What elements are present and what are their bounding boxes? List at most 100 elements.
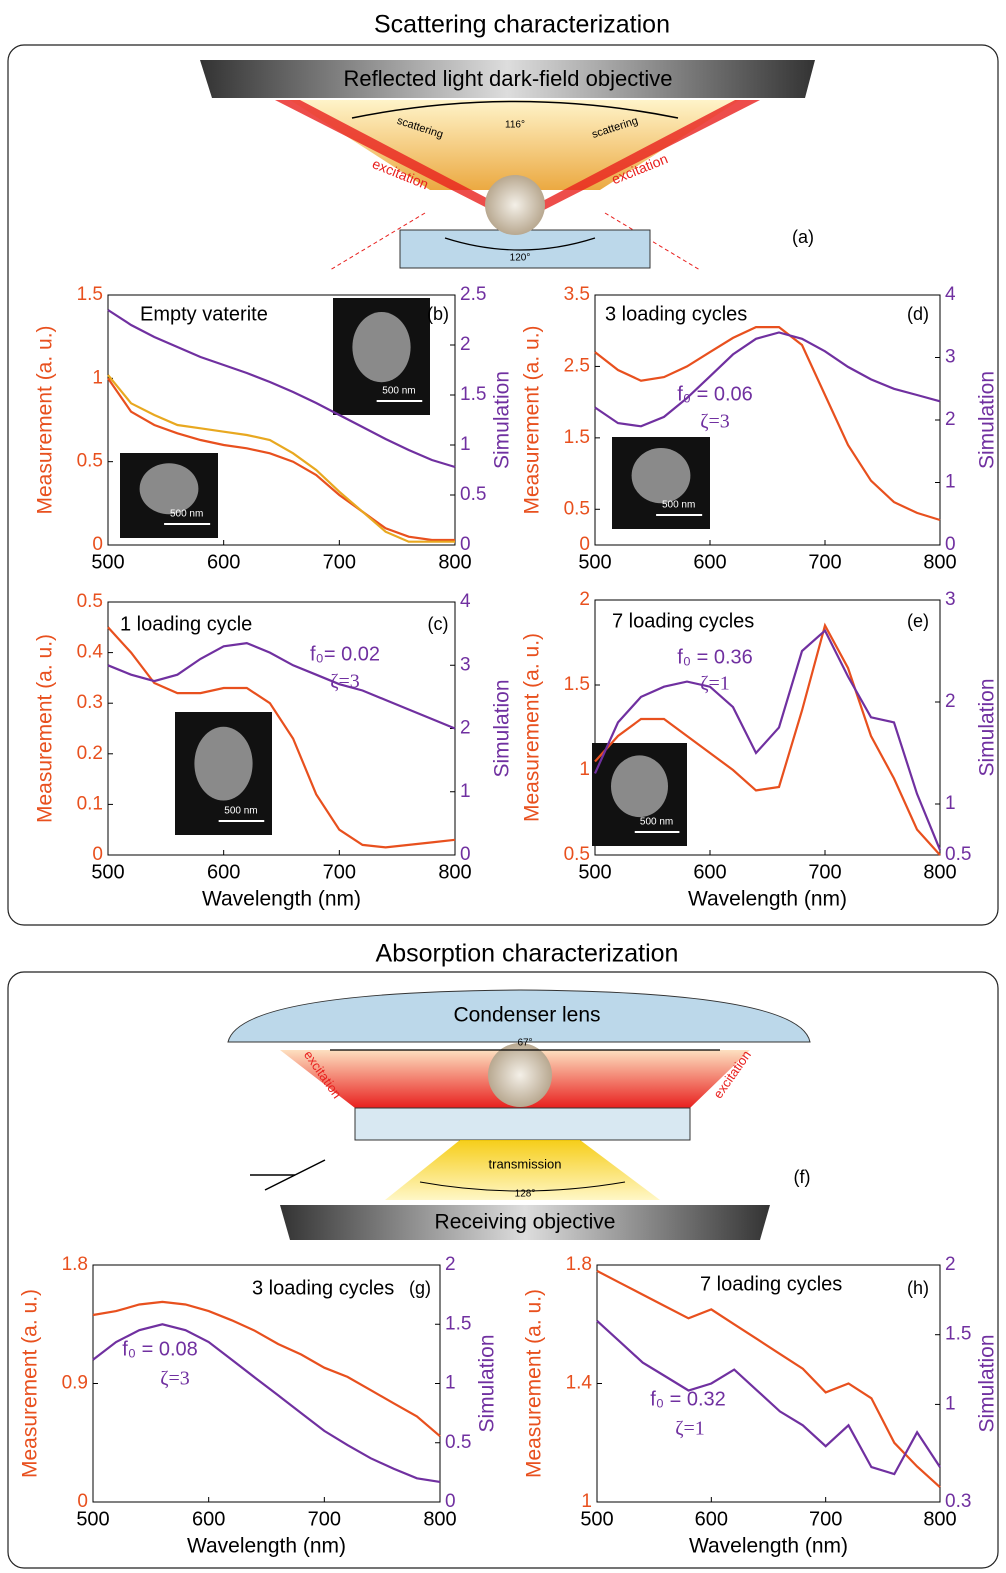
scattering-diagram xyxy=(200,60,815,270)
annotation: f₀ = 0.08 xyxy=(122,1338,198,1360)
angle-label: 67° xyxy=(517,1038,532,1049)
panel-label: (b) xyxy=(427,304,449,324)
x-tick-label: 600 xyxy=(693,861,726,883)
y2-tick-label: 0 xyxy=(445,1491,456,1512)
y2-tick-label: 2 xyxy=(445,1254,456,1275)
y2-axis-label: Simulation xyxy=(976,678,999,776)
objective-label: Receiving objective xyxy=(435,1211,616,1234)
y-axis-label: Measurement (a. u.) xyxy=(34,634,57,823)
y-axis-label: Measurement (a. u.) xyxy=(19,1289,42,1478)
y2-tick-label: 1 xyxy=(445,1373,456,1394)
y2-axis-label: Simulation xyxy=(491,679,514,777)
y-tick-label: 1 xyxy=(579,759,590,780)
x-axis-label: Wavelength (nm) xyxy=(202,888,361,911)
y2-tick-label: 2 xyxy=(945,691,956,712)
data-line xyxy=(597,1321,940,1474)
absorption-diagram xyxy=(228,990,810,1240)
y-tick-label: 1.8 xyxy=(566,1254,592,1275)
y2-tick-label: 1 xyxy=(945,1393,956,1414)
y2-tick-label: 2 xyxy=(460,334,471,355)
chart-title: Empty vaterite xyxy=(140,303,268,325)
plot-frame xyxy=(597,1265,940,1502)
x-tick-label: 700 xyxy=(323,861,356,883)
data-line xyxy=(108,627,455,847)
panel-label: (h) xyxy=(907,1278,929,1298)
y-tick-label: 0.1 xyxy=(77,793,103,814)
y-tick-label: 0 xyxy=(92,534,103,555)
y-tick-label: 0.9 xyxy=(62,1373,88,1394)
scale-bar-label: 500 nm xyxy=(224,806,257,817)
annotation: f₀ = 0.36 xyxy=(677,646,753,668)
panel-label: (e) xyxy=(907,611,929,631)
x-tick-label: 700 xyxy=(323,551,356,573)
x-axis-label: Wavelength (nm) xyxy=(689,1535,848,1558)
chart-title: 1 loading cycle xyxy=(120,613,252,635)
y-tick-label: 0.5 xyxy=(564,498,590,519)
y-tick-label: 0 xyxy=(579,534,590,555)
annotation: ζ=3 xyxy=(330,671,360,693)
y2-tick-label: 1 xyxy=(460,434,471,455)
y-tick-label: 0 xyxy=(77,1491,88,1512)
sem-particle xyxy=(632,448,691,503)
annotation: f₀ = 0.32 xyxy=(650,1388,726,1410)
angle-label: 116° xyxy=(505,120,525,131)
y-tick-label: 0.5 xyxy=(564,844,590,865)
y-tick-label: 0.5 xyxy=(77,451,103,472)
y-tick-label: 2.5 xyxy=(564,355,590,376)
panel-label: (g) xyxy=(409,1278,431,1298)
y2-tick-label: 0 xyxy=(460,844,471,865)
y2-tick-label: 3 xyxy=(945,589,956,610)
y2-tick-label: 4 xyxy=(460,591,471,612)
x-tick-label: 700 xyxy=(808,861,841,883)
y2-tick-label: 3 xyxy=(460,654,471,675)
objective-label: Reflected light dark-field objective xyxy=(344,66,673,91)
chart-title: 3 loading cycles xyxy=(605,303,747,325)
y-axis-label: Measurement (a. u.) xyxy=(34,325,57,514)
y-tick-label: 0 xyxy=(92,844,103,865)
y2-tick-label: 0.3 xyxy=(945,1491,971,1512)
y2-tick-label: 1 xyxy=(945,793,956,814)
y-tick-label: 0.4 xyxy=(77,642,104,663)
y2-tick-label: 2 xyxy=(945,1254,956,1275)
plot-frame xyxy=(108,602,455,855)
annotation: ζ=3 xyxy=(700,411,730,433)
y-tick-label: 1 xyxy=(581,1491,592,1512)
panel-label: (d) xyxy=(907,304,929,324)
y2-tick-label: 1.5 xyxy=(945,1324,971,1345)
y-tick-label: 1.5 xyxy=(77,284,103,305)
panel-label: (f) xyxy=(794,1167,811,1187)
data-line xyxy=(93,1302,440,1436)
annotation: ζ=1 xyxy=(700,673,730,695)
sem-particle xyxy=(352,312,410,382)
y-tick-label: 1.4 xyxy=(566,1373,593,1394)
x-tick-label: 600 xyxy=(207,861,240,883)
y2-axis-label: Simulation xyxy=(491,371,514,469)
x-tick-label: 600 xyxy=(207,551,240,573)
figure: Scattering characterization Reflected li… xyxy=(0,0,1006,1573)
section-title: Scattering characterization xyxy=(374,11,670,39)
sem-particle xyxy=(611,755,668,817)
chart-title: 7 loading cycles xyxy=(700,1273,842,1295)
section-title: Absorption characterization xyxy=(376,940,679,968)
y2-axis-label: Simulation xyxy=(976,1334,999,1432)
annotation: f₀= 0.02 xyxy=(310,643,380,665)
panel-label: (c) xyxy=(428,614,449,634)
y-axis-label: Measurement (a. u.) xyxy=(521,633,544,822)
y2-tick-label: 1 xyxy=(460,781,471,802)
y-tick-label: 2 xyxy=(579,589,590,610)
y2-tick-label: 1 xyxy=(945,472,956,493)
x-tick-label: 600 xyxy=(192,1508,225,1530)
y2-tick-label: 4 xyxy=(945,284,956,305)
x-tick-label: 600 xyxy=(693,551,726,573)
scale-bar-label: 500 nm xyxy=(640,817,673,828)
x-tick-label: 700 xyxy=(809,1508,842,1530)
panel-label: (a) xyxy=(792,227,814,247)
chart-title: 7 loading cycles xyxy=(612,610,754,632)
y2-tick-label: 0.5 xyxy=(460,484,486,505)
y2-tick-label: 0.5 xyxy=(445,1432,471,1453)
y2-tick-label: 2 xyxy=(945,409,956,430)
scale-bar-label: 500 nm xyxy=(662,500,695,511)
data-line xyxy=(597,1271,940,1487)
angle-label: 120° xyxy=(510,253,531,264)
y-tick-label: 0.3 xyxy=(77,692,103,713)
